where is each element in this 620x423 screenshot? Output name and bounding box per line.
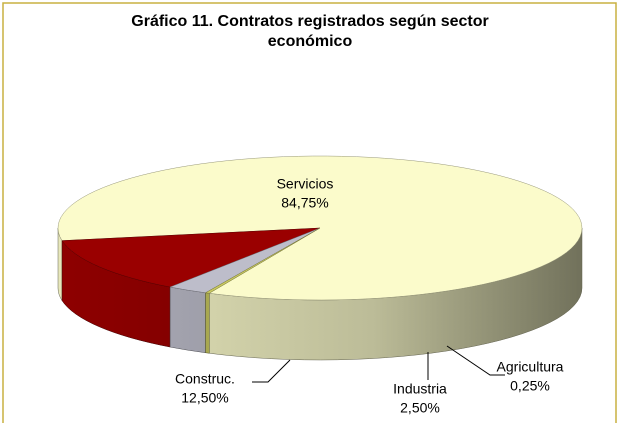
slice-label: Servicios xyxy=(277,176,334,192)
slice xyxy=(204,227,321,294)
slice xyxy=(61,227,321,288)
slice-value-label: 0,25% xyxy=(510,378,550,394)
slice-value-label: 12,50% xyxy=(181,390,228,406)
leader-line xyxy=(446,345,505,376)
slice-side xyxy=(205,292,210,354)
slice-value-label: 84,75% xyxy=(281,195,328,211)
slice-side xyxy=(169,286,206,354)
slice-label: Industria xyxy=(393,381,447,397)
slice-label: Agricultura xyxy=(497,359,564,375)
leader-line xyxy=(252,359,291,383)
slice-label: Construc. xyxy=(175,371,235,387)
slice-value-label: 2,50% xyxy=(400,400,440,416)
chart-title: Gráfico 11. Contratos registrados según … xyxy=(131,13,489,50)
